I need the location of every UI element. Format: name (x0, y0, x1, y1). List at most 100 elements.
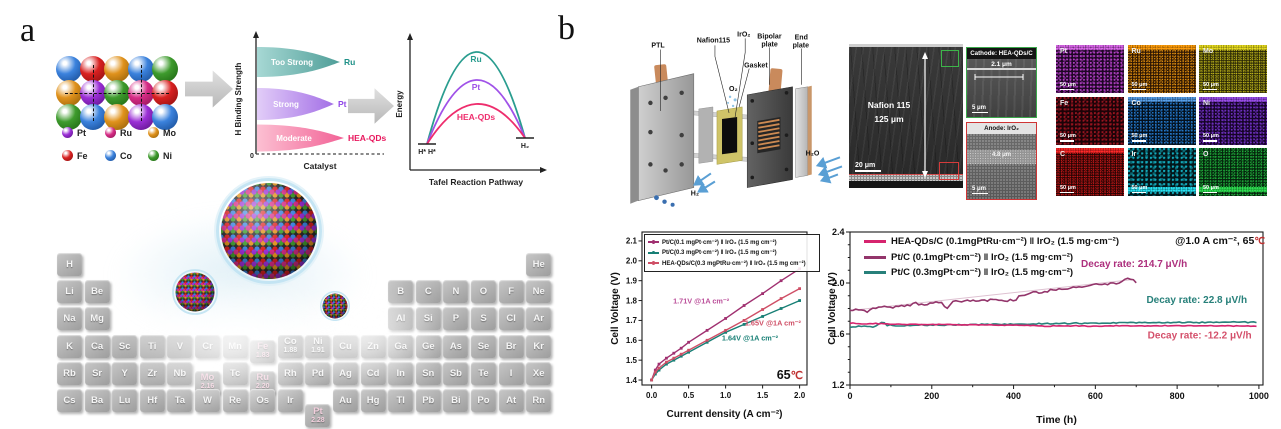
element-tile: Be (84, 280, 110, 304)
eds-scale-bar: 50 μm (1060, 185, 1076, 193)
element-symbol: Co (283, 336, 297, 348)
element-symbol: V (176, 340, 184, 352)
element-symbol: Cs (63, 395, 76, 406)
x-axis-label: Tafel Reaction Pathway (429, 177, 524, 187)
anode-inset-body: 4.8 μm 5 μm (967, 134, 1036, 199)
hea-nanoparticle-large (214, 176, 324, 286)
eds-scale-bar: 50 μm (1060, 133, 1076, 142)
element-tile: Mg (84, 307, 110, 331)
element-tile: Sn (415, 361, 441, 385)
anode-scale-label: 5 μm (972, 185, 987, 192)
y-axis-arrow-icon (253, 31, 259, 38)
data-marker (705, 338, 709, 342)
eds-bright-band (1127, 187, 1196, 192)
electronegativity-value: 2.28 (311, 416, 325, 424)
legend-entry-label: Pt/C(0.3 mgPt·cm⁻²) ‖ IrO₂ (1.5 mg cm⁻²) (662, 250, 777, 257)
element-tile: Tc (222, 361, 248, 385)
legend-entry-label: Pt/C(0.1 mgPt·cm⁻²) ‖ IrO₂ (1.5 mg cm⁻²) (662, 239, 777, 246)
element-tile: V (167, 334, 193, 358)
eds-element-label: Mo (1203, 48, 1214, 55)
eds-scale-bar: 50 μm (1131, 82, 1147, 90)
element-symbol: Mn (228, 340, 242, 352)
sem-anode-inset: Anode: IrO₂ 4.8 μm 5 μm (966, 122, 1037, 200)
eds-bright-band (1056, 148, 1124, 153)
element-tile: Mn (222, 334, 248, 358)
band-catalyst-label: Pt (338, 99, 347, 109)
y-tick-label: 1.2 (832, 380, 845, 390)
polarization-plot: 1.4 1.5 1.6 1.7 1.8 1.9 2.0 2.1 0.0 0.5 1.0 1.5 2.0 C… (610, 231, 808, 420)
eds-bright-band (1199, 45, 1267, 50)
legend-swatch-icon (648, 240, 659, 244)
element-tile: At (498, 389, 524, 412)
element-symbol: Rn (532, 395, 546, 406)
x-tick-label: 2.0 (794, 391, 806, 400)
chart-legend: HEA-QDs/C (0.1mgPtRu·cm⁻²) ‖ IrO₂ (1.5 m… (864, 234, 1119, 281)
element-tile: Ga (388, 334, 414, 358)
element-tile: Nb (167, 361, 193, 385)
eds-map-tile: Mo 50 μm (1199, 45, 1267, 93)
eds-element-label: O (1203, 151, 1209, 158)
element-symbol: Tc (229, 367, 241, 379)
data-marker (687, 340, 691, 344)
data-marker (687, 348, 691, 352)
x-tick-label: 1000 (1249, 391, 1269, 401)
element-tile: O (471, 280, 496, 304)
end-plate-left-side (630, 86, 639, 204)
element-tile: In (388, 361, 414, 385)
band-catalyst-label: Ru (344, 57, 355, 67)
element-tile: Ge (415, 334, 441, 358)
element-symbol: He (532, 259, 545, 270)
y-tick-label: 1.8 (626, 296, 638, 305)
element-tile: Zr (139, 361, 165, 385)
element-symbol: Al (395, 313, 406, 325)
plot-frame (641, 231, 808, 386)
element-symbol: Br (505, 340, 517, 352)
data-marker (679, 354, 683, 358)
atom-sphere (104, 104, 130, 130)
data-marker (672, 351, 676, 355)
eds-bright-band (1127, 45, 1196, 50)
element-tile: Zn (360, 334, 386, 358)
energy-curve (426, 103, 526, 145)
atom-sphere (152, 104, 178, 130)
x-tick-label: 1.5 (757, 391, 769, 400)
element-symbol: I (509, 367, 513, 379)
element-symbol: Ti (148, 340, 157, 352)
element-symbol: Lu (118, 395, 131, 406)
legend-row: Pt/C (0.1mgPt·cm⁻²) ‖ IrO₂ (1.5 mg·cm⁻²) (864, 250, 1119, 266)
data-marker (653, 370, 657, 374)
element-symbol: Xe (532, 367, 545, 379)
element-tile: N (443, 280, 469, 304)
element-tile: As (443, 334, 469, 358)
element-symbol: H (66, 259, 73, 270)
y-axis-label: Cell Voltage (V) (610, 272, 621, 345)
eds-bright-band (1199, 96, 1267, 102)
data-series-line (849, 322, 1257, 328)
data-marker (687, 350, 691, 354)
data-marker (679, 346, 683, 350)
element-tile: Ti (139, 334, 165, 358)
origin-label: 0 (250, 153, 254, 160)
binding-band (257, 47, 340, 77)
x-axis-label: Time (h) (1036, 414, 1077, 426)
sem-scale-label: 20 μm (855, 162, 876, 169)
element-symbol: K (66, 340, 73, 352)
data-marker (761, 308, 765, 311)
element-symbol: Hg (366, 395, 380, 406)
end-plate-label2: plate (793, 42, 810, 49)
eds-map-tile: Ir 50 μm (1127, 148, 1196, 196)
element-tile: Ta (167, 389, 193, 412)
h2-flow-arrows (693, 172, 716, 193)
element-tile: Bi (443, 389, 469, 412)
element-tile: H (57, 253, 82, 276)
x-axis-label: Catalyst (303, 161, 336, 171)
sem-scale-bar: 20 μm (855, 162, 881, 172)
eds-element-label: Pt (1060, 48, 1067, 55)
element-symbol: Ru (256, 372, 270, 384)
element-tile: Y (112, 361, 138, 385)
element-symbol: Cu (339, 340, 352, 352)
eds-map-tile: C 50 μm (1056, 148, 1124, 196)
panel-b-label: b (558, 10, 575, 47)
element-symbol: B (397, 286, 405, 298)
element-tile: C (415, 280, 441, 304)
